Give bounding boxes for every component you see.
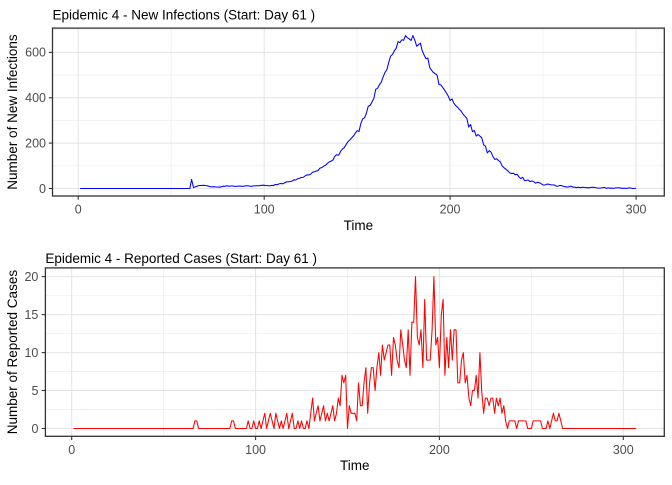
svg-text:Epidemic 4 - New Infections (S: Epidemic 4 - New Infections (Start: Day … xyxy=(53,7,316,22)
svg-text:15: 15 xyxy=(24,308,38,322)
svg-text:Time: Time xyxy=(340,458,370,473)
svg-text:0: 0 xyxy=(68,443,75,457)
svg-text:200: 200 xyxy=(440,203,461,217)
svg-text:5: 5 xyxy=(31,384,38,398)
svg-text:200: 200 xyxy=(429,443,450,457)
svg-text:300: 300 xyxy=(613,443,634,457)
svg-text:600: 600 xyxy=(25,46,46,60)
svg-text:100: 100 xyxy=(254,203,275,217)
svg-text:10: 10 xyxy=(24,346,38,360)
svg-text:200: 200 xyxy=(25,136,46,150)
svg-text:Number of Reported Cases: Number of Reported Cases xyxy=(5,270,20,435)
svg-text:100: 100 xyxy=(245,443,266,457)
svg-text:Number of New Infections: Number of New Infections xyxy=(5,34,20,190)
svg-text:0: 0 xyxy=(75,203,82,217)
svg-text:Time: Time xyxy=(344,218,374,233)
svg-text:20: 20 xyxy=(24,270,38,284)
svg-text:0: 0 xyxy=(31,422,38,436)
svg-text:Epidemic 4 - Reported Cases (S: Epidemic 4 - Reported Cases (Start: Day … xyxy=(45,251,317,266)
svg-text:300: 300 xyxy=(626,203,647,217)
svg-text:0: 0 xyxy=(39,182,46,196)
svg-text:400: 400 xyxy=(25,91,46,105)
